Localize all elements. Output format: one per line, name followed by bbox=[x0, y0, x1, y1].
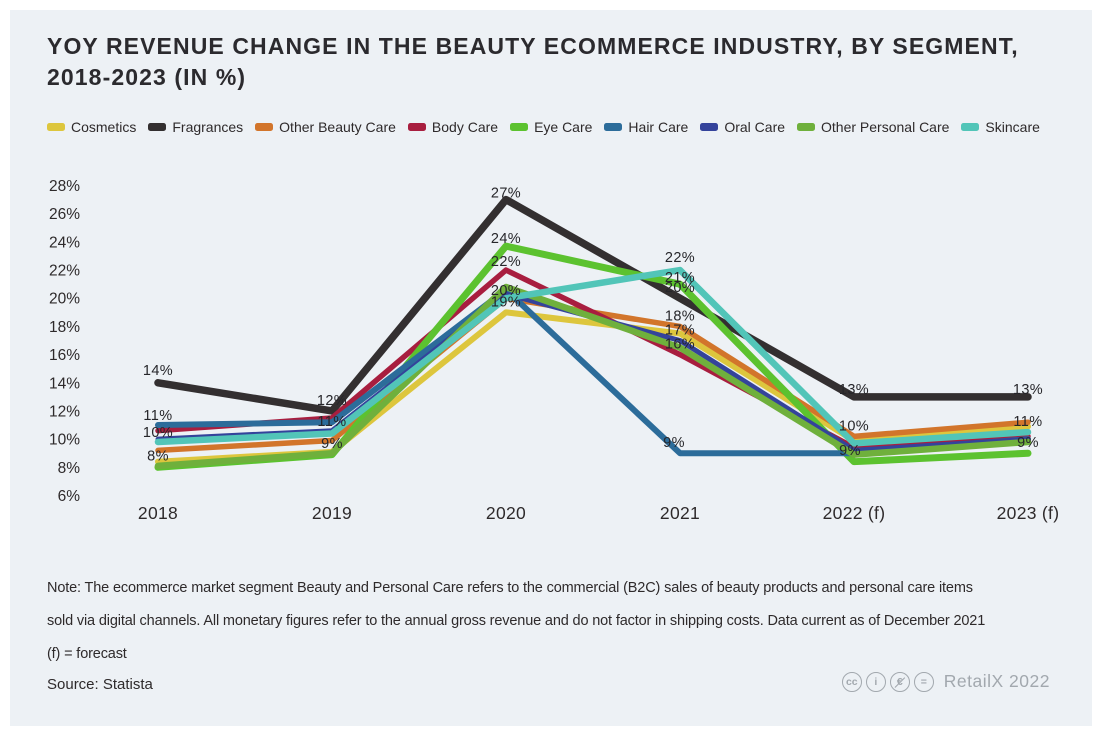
legend-label: Other Beauty Care bbox=[279, 119, 396, 135]
legend-label: Skincare bbox=[985, 119, 1040, 135]
point-label: 21% bbox=[665, 270, 695, 286]
cc-noderivatives-icon: = bbox=[913, 671, 934, 692]
y-tick-label: 18% bbox=[49, 319, 80, 336]
page-title: YOY REVENUE CHANGE IN THE BEAUTY ECOMMER… bbox=[47, 31, 1019, 93]
legend-label: Body Care bbox=[431, 119, 499, 135]
y-tick-label: 14% bbox=[49, 375, 80, 392]
legend: Cosmetics Fragrances Other Beauty Care Body… bbox=[47, 119, 1040, 135]
y-tick-label: 22% bbox=[49, 263, 80, 280]
series-line-skincare bbox=[154, 266, 1032, 447]
point-label: 11% bbox=[143, 408, 172, 424]
legend-label: Eye Care bbox=[534, 119, 593, 135]
cc-attribution-icon: i bbox=[865, 671, 886, 692]
legend-item-body-care: Body Care bbox=[407, 119, 499, 135]
note: Note: The ecommerce market segment Beaut… bbox=[47, 572, 985, 671]
x-axis-label: 2018 bbox=[138, 503, 178, 523]
point-label: 12% bbox=[317, 393, 347, 409]
point-label: 17% bbox=[665, 323, 695, 339]
y-tick-label: 8% bbox=[58, 460, 81, 477]
legend-label: Fragrances bbox=[172, 119, 244, 135]
legend-swatch-icon bbox=[47, 123, 65, 131]
legend-swatch-icon bbox=[255, 123, 274, 131]
series-line-other-personal-care bbox=[154, 283, 1032, 470]
legend-label: Other Personal Care bbox=[821, 119, 950, 135]
legend-label: Hair Care bbox=[628, 119, 689, 135]
note-line: sold via digital channels. All monetary … bbox=[47, 613, 986, 629]
point-label: 20% bbox=[665, 280, 695, 296]
x-axis-label: 2021 bbox=[660, 503, 700, 523]
legend-item-other-beauty-care: Other Beauty Care bbox=[255, 119, 396, 135]
legend-label: Cosmetics bbox=[71, 119, 137, 135]
legend-item-skincare: Skincare bbox=[961, 119, 1040, 135]
series-line-fragrances bbox=[154, 195, 1032, 415]
y-tick-label: 24% bbox=[49, 234, 80, 251]
page-title-line1: YOY REVENUE CHANGE IN THE BEAUTY ECOMMER… bbox=[47, 33, 1019, 59]
line-chart: 28% 26% 24% 22% 20% 18% 16% 14% 12% 10% 8% 6% 2018 20… bbox=[49, 178, 1060, 523]
x-axis-label: 2022 (f) bbox=[823, 503, 886, 523]
legend-item-eye-care: Eye Care bbox=[510, 119, 592, 135]
y-tick-label: 26% bbox=[49, 206, 80, 223]
y-tick-label: 16% bbox=[49, 347, 80, 364]
legend-item-fragrances: Fragrances bbox=[148, 119, 243, 135]
point-label: 14% bbox=[143, 363, 173, 379]
legend-label: Oral Care bbox=[724, 119, 786, 135]
legend-item-other-personal-care: Other Personal Care bbox=[797, 119, 949, 135]
legend-swatch-icon bbox=[148, 123, 167, 131]
x-axis-label: 2020 bbox=[486, 503, 526, 523]
point-label: 24% bbox=[491, 231, 521, 247]
background-panel bbox=[10, 10, 1092, 726]
point-label: 20% bbox=[491, 283, 521, 299]
y-tick-label: 28% bbox=[49, 178, 80, 195]
point-label: 9% bbox=[321, 436, 343, 452]
source-label: Source: Statista bbox=[47, 676, 153, 693]
page-title-line2: 2018-2023 (IN %) bbox=[47, 64, 247, 90]
legend-item-cosmetics: Cosmetics bbox=[47, 119, 136, 135]
license-credit: cc i € = RetailX 2022 bbox=[841, 671, 1050, 692]
note-line: (f) = forecast bbox=[47, 646, 127, 662]
point-label: 13% bbox=[839, 382, 869, 398]
retailx-credit: RetailX 2022 bbox=[943, 671, 1050, 691]
y-tick-label: 6% bbox=[58, 488, 81, 505]
point-label: 11% bbox=[317, 414, 346, 430]
legend-swatch-icon bbox=[510, 123, 529, 131]
legend-swatch-icon bbox=[700, 123, 719, 131]
point-label: 9% bbox=[663, 435, 685, 451]
point-label: 22% bbox=[665, 250, 695, 266]
point-label: 10% bbox=[839, 418, 869, 434]
point-label: 10% bbox=[143, 425, 173, 441]
legend-swatch-icon bbox=[407, 123, 426, 131]
y-tick-label: 12% bbox=[49, 403, 80, 420]
point-label: 13% bbox=[1013, 382, 1043, 398]
note-line: Note: The ecommerce market segment Beaut… bbox=[47, 580, 973, 596]
point-label: 18% bbox=[665, 308, 695, 324]
legend-item-hair-care: Hair Care bbox=[604, 119, 688, 135]
point-label: 16% bbox=[665, 337, 695, 353]
point-label: 27% bbox=[491, 186, 521, 202]
x-axis-label: 2023 (f) bbox=[997, 503, 1060, 523]
legend-swatch-icon bbox=[961, 123, 980, 131]
point-label: 11% bbox=[1013, 414, 1042, 430]
point-label: 9% bbox=[1017, 435, 1039, 451]
x-axis-label: 2019 bbox=[312, 503, 352, 523]
point-label: 19% bbox=[491, 294, 521, 310]
point-label: 8% bbox=[147, 449, 169, 465]
y-tick-label: 10% bbox=[49, 432, 80, 449]
legend-item-oral-care: Oral Care bbox=[700, 119, 785, 135]
legend-swatch-icon bbox=[797, 123, 816, 131]
license-icons: cc i € = bbox=[841, 671, 934, 692]
point-label: 9% bbox=[839, 443, 861, 459]
legend-swatch-icon bbox=[604, 123, 623, 131]
cc-noncommercial-icon: € bbox=[889, 671, 910, 692]
cc-icon: cc bbox=[841, 671, 862, 692]
point-label: 22% bbox=[491, 254, 521, 270]
y-tick-label: 20% bbox=[49, 291, 80, 308]
